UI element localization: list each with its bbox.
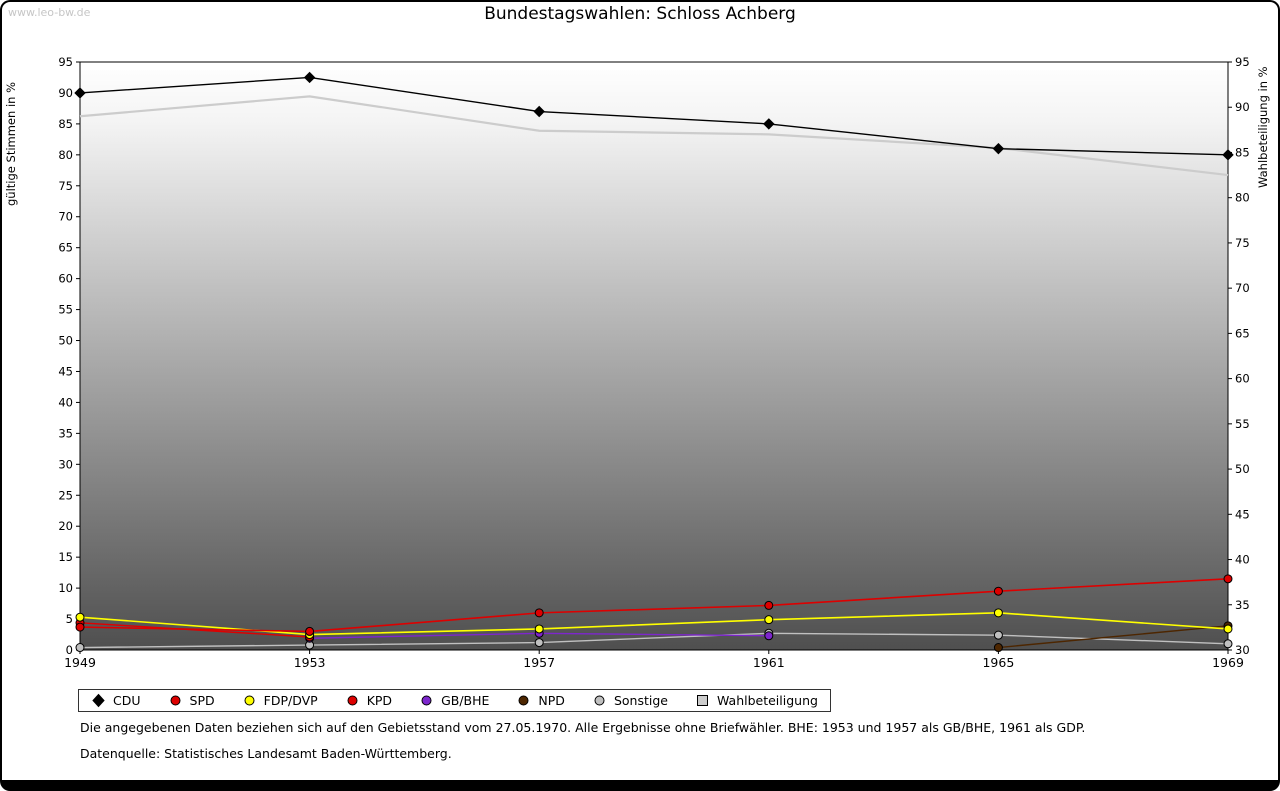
watermark: www.leo-bw.de	[8, 6, 91, 19]
legend-label: CDU	[113, 693, 141, 708]
legend-label: NPD	[538, 693, 565, 708]
series-line-npd	[998, 625, 1229, 649]
left-axis-tick: 60	[58, 272, 73, 286]
legend-item-fdp-dvp: FDP/DVP	[242, 693, 318, 708]
legend-item-npd: NPD	[516, 693, 565, 708]
left-axis-tick: 70	[58, 210, 73, 224]
right-axis-tick: 60	[1235, 372, 1250, 386]
right-axis-tick: 55	[1235, 417, 1250, 431]
legend-marker-cdu-icon	[92, 693, 105, 708]
left-axis-tick: 55	[58, 303, 73, 317]
legend-marker-wahlbeteiligung-icon	[696, 695, 708, 706]
legend-label: Sonstige	[613, 693, 668, 708]
series-line-wahlbeteiligung	[79, 95, 1229, 177]
footnote-datenquelle: Datenquelle: Statistisches Landesamt Bad…	[80, 746, 452, 761]
legend-item-sonstige: Sonstige	[592, 693, 668, 708]
x-axis-label: 1961	[753, 655, 785, 670]
legend: CDU SPD FDP/DVP KPD GB/BHE NPD Sonstige Wahlbet…	[78, 689, 831, 712]
left-axis-tick: 65	[58, 241, 73, 255]
legend-marker-kpd-icon	[347, 695, 358, 706]
right-axis-tick: 90	[1235, 100, 1250, 114]
right-axis-tick: 75	[1235, 236, 1250, 250]
left-axis-tick: 35	[58, 426, 73, 440]
left-axis-tick: 50	[58, 334, 73, 348]
series-points-spd	[75, 574, 1233, 636]
legend-label: Wahlbeteiligung	[716, 693, 818, 708]
legend-label: KPD	[366, 693, 393, 708]
left-axis-tick: 95	[58, 55, 73, 69]
legend-marker-fdp-dvp-icon	[244, 695, 255, 706]
x-axis-label: 1953	[294, 655, 326, 670]
x-axis-label: 1965	[982, 655, 1014, 670]
chart-title: Bundestagswahlen: Schloss Achberg	[484, 4, 796, 24]
left-axis-tick: 85	[58, 117, 73, 131]
x-axis-label: 1949	[64, 655, 96, 670]
left-axis-tick: 25	[58, 488, 73, 502]
left-axis-title: gültige Stimmen in %	[4, 82, 18, 206]
legend-marker-spd-icon	[170, 695, 181, 706]
legend-marker-sonstige-icon	[594, 695, 605, 706]
right-axis-tick: 65	[1235, 326, 1250, 340]
right-axis-tick: 40	[1235, 553, 1250, 567]
legend-marker-npd-icon	[518, 695, 529, 706]
right-axis-tick: 45	[1235, 507, 1250, 521]
right-axis-title: Wahlbeteiligung in %	[1256, 66, 1270, 188]
series-points-sonstige	[75, 628, 1233, 653]
left-axis-tick: 90	[58, 86, 73, 100]
right-axis-tick: 70	[1235, 281, 1250, 295]
right-axis-tick: 50	[1235, 462, 1250, 476]
left-axis-tick: 80	[58, 148, 73, 162]
series-line-fdp-dvp	[79, 612, 1229, 636]
footnote-gebietsstand: Die angegebenen Daten beziehen sich auf …	[80, 720, 1086, 735]
left-axis-tick: 10	[58, 581, 73, 595]
legend-item-gb-bhe: GB/BHE	[419, 693, 489, 708]
x-axis-label: 1957	[523, 655, 555, 670]
right-axis-tick: 95	[1235, 55, 1250, 69]
right-axis-tick: 80	[1235, 191, 1250, 205]
legend-label: GB/BHE	[441, 693, 490, 708]
plot-area	[79, 61, 1229, 651]
series-line-spd	[79, 578, 1229, 633]
legend-item-spd: SPD	[168, 693, 215, 708]
election-results-chart: 0 5 10 15 20 25 30 35 40 45 50 55 60 65 70 75 80 85 90 95 30…	[4, 55, 1270, 670]
series-line-cdu	[79, 76, 1229, 156]
left-axis-tick: 15	[58, 550, 73, 564]
legend-item-cdu: CDU	[91, 693, 141, 708]
left-axis-tick: 45	[58, 364, 73, 378]
series-line-sonstige	[79, 632, 1229, 649]
legend-label: SPD	[189, 693, 215, 708]
legend-item-kpd: KPD	[345, 693, 392, 708]
legend-item-wahlbeteiligung: Wahlbeteiligung	[695, 693, 818, 708]
x-axis-label: 1969	[1212, 655, 1244, 670]
left-axis-tick: 75	[58, 179, 73, 193]
left-axis-tick: 40	[58, 395, 73, 409]
series-points-cdu	[74, 71, 1234, 161]
left-axis-tick: 5	[66, 612, 73, 626]
legend-label: FDP/DVP	[263, 693, 318, 708]
right-axis-tick: 85	[1235, 145, 1250, 159]
right-axis-tick: 35	[1235, 598, 1250, 612]
left-axis-tick: 0	[66, 643, 73, 657]
left-axis-tick: 20	[58, 519, 73, 533]
right-axis-tick: 30	[1235, 643, 1250, 657]
left-axis-tick: 30	[58, 457, 73, 471]
legend-marker-gb-bhe-icon	[421, 695, 432, 706]
